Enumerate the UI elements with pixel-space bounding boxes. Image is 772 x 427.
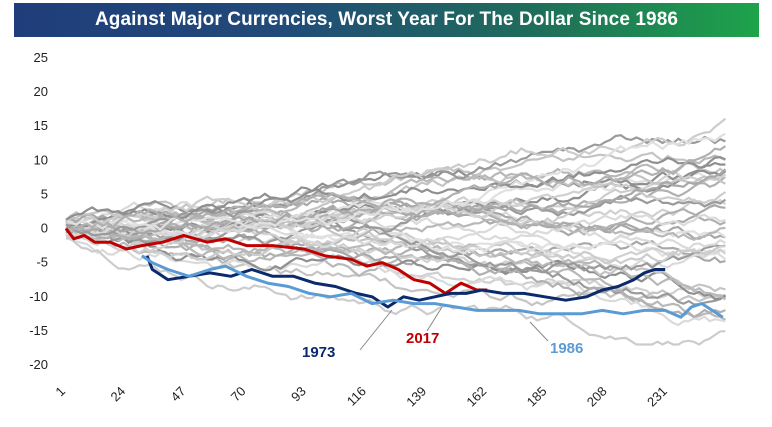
background-series-group xyxy=(65,117,727,346)
y-tick-label: -10 xyxy=(29,289,48,304)
background-series-line xyxy=(65,218,726,255)
background-series-line xyxy=(65,227,726,301)
annotation-1973: 1973 xyxy=(302,344,335,361)
annotation-2017: 2017 xyxy=(406,330,439,347)
series-line-1973 xyxy=(145,255,666,309)
y-tick-label: 20 xyxy=(34,84,48,99)
x-tick-label: 139 xyxy=(403,384,429,410)
series-line-1986 xyxy=(141,254,724,319)
x-axis: 1 24 47 70 93 116 139 162 185 208 231 xyxy=(52,384,670,410)
annotation-leader-2017 xyxy=(426,306,443,332)
y-tick-label: -5 xyxy=(36,255,48,270)
annotation-leader-1986 xyxy=(529,321,549,342)
series-line-2017 xyxy=(64,227,488,295)
x-tick-label: 116 xyxy=(344,384,369,409)
chart-title-bar: Against Major Currencies, Worst Year For… xyxy=(14,3,759,37)
background-series-line xyxy=(65,168,727,235)
y-tick-label: -20 xyxy=(29,357,48,372)
y-tick-label: 15 xyxy=(34,118,48,133)
x-tick-label: 1 xyxy=(52,384,68,400)
annotations: 1973 2017 1986 xyxy=(302,306,583,361)
x-tick-label: 185 xyxy=(524,384,550,410)
x-tick-label: 93 xyxy=(288,384,309,405)
y-tick-label: 5 xyxy=(41,186,48,201)
x-tick-label: 24 xyxy=(107,384,128,405)
y-tick-label: 0 xyxy=(41,221,48,236)
x-tick-label: 47 xyxy=(168,384,189,405)
y-tick-label: 10 xyxy=(34,152,48,167)
annotation-leader-1973 xyxy=(359,309,393,351)
background-series-line xyxy=(65,145,727,234)
y-axis: 25 20 15 10 5 0 -5 -10 -15 -20 xyxy=(29,50,48,372)
x-tick-label: 231 xyxy=(644,384,670,410)
background-series-line xyxy=(65,236,726,327)
background-series-line xyxy=(65,212,726,249)
x-tick-label: 208 xyxy=(584,384,610,410)
background-series-line xyxy=(65,169,726,255)
background-series-line xyxy=(65,154,726,235)
y-tick-label: 25 xyxy=(34,50,48,65)
background-series-line xyxy=(65,234,726,346)
annotation-1986: 1986 xyxy=(550,340,583,357)
highlighted-series-group xyxy=(64,227,724,319)
chart-title: Against Major Currencies, Worst Year For… xyxy=(94,9,679,30)
x-tick-label: 162 xyxy=(463,384,489,410)
x-tick-label: 70 xyxy=(228,384,249,405)
y-tick-label: -15 xyxy=(29,323,48,338)
